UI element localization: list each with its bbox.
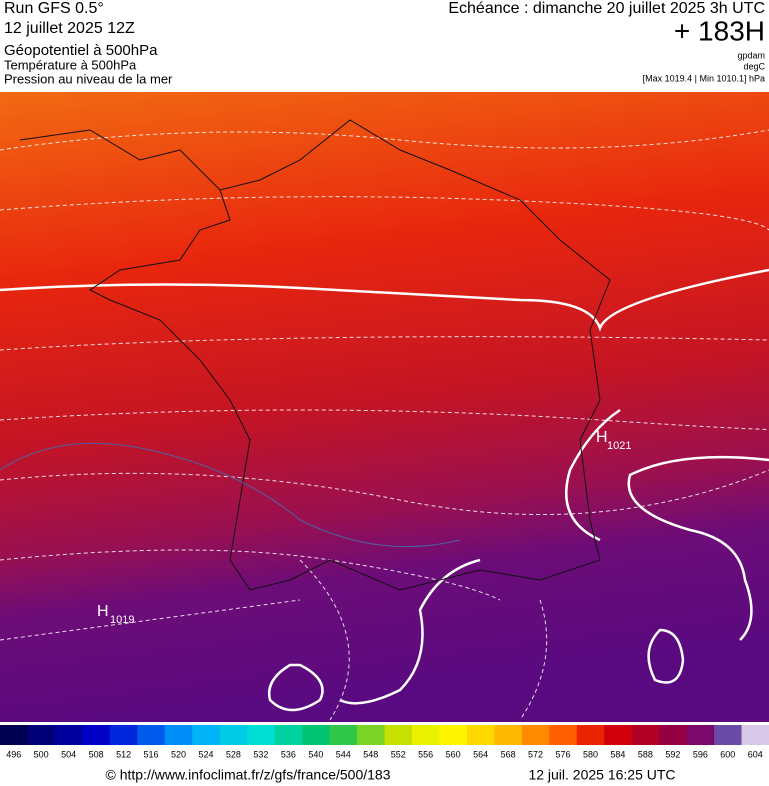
map: H 1019 H 1021 <box>0 92 769 722</box>
scale-label: 536 <box>281 749 296 759</box>
color-swatch <box>247 725 276 745</box>
scale-label: 600 <box>720 749 735 759</box>
color-swatch <box>0 725 28 745</box>
color-swatch <box>466 725 495 745</box>
high-label: H <box>596 429 608 446</box>
unit: degC <box>743 61 765 71</box>
color-swatch <box>302 725 331 745</box>
scale-label: 588 <box>638 749 653 759</box>
scale-label: 596 <box>693 749 708 759</box>
scale-label: 568 <box>501 749 516 759</box>
color-swatch <box>659 725 688 745</box>
color-swatch <box>357 725 385 745</box>
scale-label: 580 <box>583 749 598 759</box>
scale-label: 516 <box>144 749 159 759</box>
source: © http://www.infoclimat.fr/z/gfs/france/… <box>106 767 391 783</box>
scale-label: 572 <box>528 749 543 759</box>
color-swatch <box>109 725 138 745</box>
unit: gpdam <box>737 50 765 60</box>
contour <box>0 268 769 332</box>
map-background <box>0 92 769 722</box>
contours <box>0 129 769 721</box>
coastline <box>19 119 611 591</box>
scale-label: 556 <box>418 749 433 759</box>
scale-label: 604 <box>748 749 763 759</box>
color-swatch <box>164 725 193 745</box>
high-label: H <box>97 603 109 620</box>
scale-label: 548 <box>363 749 378 759</box>
color-swatch <box>192 725 221 745</box>
color-swatch <box>384 725 413 745</box>
scale-label: 592 <box>665 749 680 759</box>
color-swatch <box>686 725 715 745</box>
run: Run GFS 0.5° <box>4 0 104 17</box>
color-swatch <box>714 725 743 745</box>
scale-label: 564 <box>473 749 488 759</box>
timestamp: 12 juil. 2025 16:25 UTC <box>528 767 675 783</box>
high-pressure: 1021 <box>607 440 631 452</box>
color-swatch <box>549 725 578 745</box>
color-swatch <box>219 725 248 745</box>
color-swatch <box>82 725 111 745</box>
scale-label: 508 <box>89 749 104 759</box>
scale-label: 552 <box>391 749 406 759</box>
color-swatch <box>137 725 166 745</box>
scale-label: 524 <box>198 749 213 759</box>
color-swatch <box>741 725 769 745</box>
scale-label: 520 <box>171 749 186 759</box>
scale-label: 528 <box>226 749 241 759</box>
color-swatch <box>604 725 633 745</box>
high-pressure: 1019 <box>110 614 134 626</box>
scale-label: 560 <box>446 749 461 759</box>
scale-label: 504 <box>61 749 76 759</box>
color-swatch <box>54 725 83 745</box>
front <box>0 442 461 548</box>
field2: Température à 500hPa <box>4 57 137 72</box>
field3: Pression au niveau de la mer <box>4 71 173 86</box>
color-swatch <box>521 725 550 745</box>
color-swatch <box>329 725 358 745</box>
color-scale: 496 500 504 508 512 516 520 524 528 532 536 540 544 5… <box>0 725 769 759</box>
pressure-range: [Max 1019.4 | Min 1010.1] hPa <box>643 73 765 83</box>
lead-time: + 183H <box>674 15 765 46</box>
scale-label: 532 <box>253 749 268 759</box>
contour <box>267 408 769 712</box>
color-swatch <box>27 725 56 745</box>
run-date: 12 juillet 2025 12Z <box>4 20 135 37</box>
color-swatch <box>411 725 440 745</box>
color-swatch <box>274 725 303 745</box>
forecast: Echéance : dimanche 20 juillet 2025 3h U… <box>448 0 765 17</box>
scale-label: 512 <box>116 749 131 759</box>
scale-label: 584 <box>610 749 625 759</box>
field: Géopotentiel à 500hPa <box>4 42 158 59</box>
scale-label: 576 <box>556 749 571 759</box>
color-swatch <box>494 725 523 745</box>
scale-label: 544 <box>336 749 351 759</box>
color-swatch <box>439 725 468 745</box>
color-swatch <box>576 725 605 745</box>
scale-label: 540 <box>308 749 323 759</box>
scale-label: 500 <box>34 749 49 759</box>
scale-label: 496 <box>6 749 21 759</box>
color-swatch <box>631 725 660 745</box>
